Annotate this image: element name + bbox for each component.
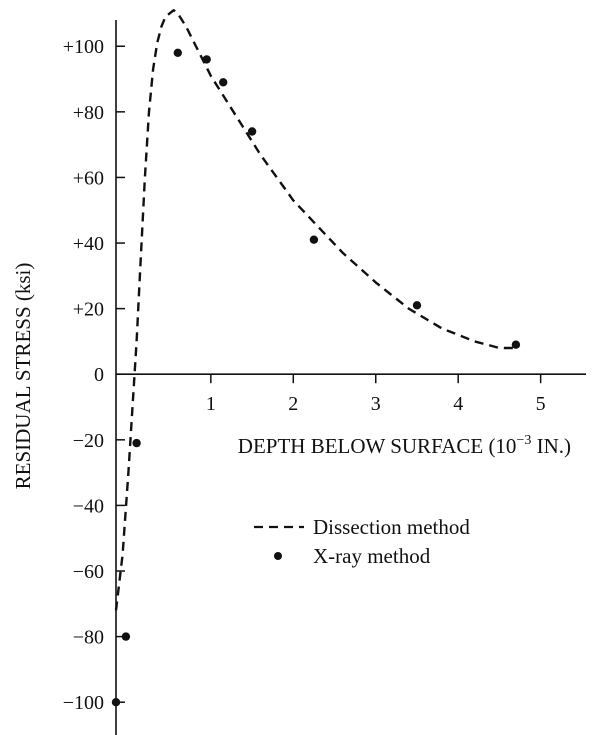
x-ticks: 1 2 3 4 5: [206, 374, 546, 415]
data-point-xray-method: [173, 48, 182, 57]
x-axis-title-main: DEPTH BELOW SURFACE (10: [238, 434, 517, 458]
legend: Dissection method X-ray method: [254, 515, 470, 568]
axes: [115, 20, 586, 735]
y-axis-title: RESIDUAL STRESS (ksi): [11, 263, 35, 490]
y-tick-label: +100: [63, 36, 104, 58]
y-tick-label: −20: [73, 430, 104, 452]
y-tick-label: 0: [94, 364, 104, 386]
y-tick-label: +60: [73, 167, 104, 189]
data-point-xray-method: [202, 55, 211, 64]
data-point-xray-method: [412, 301, 422, 310]
x-tick-label: 2: [288, 393, 298, 415]
x-tick-label: 5: [536, 393, 546, 415]
y-tick-label: −80: [73, 627, 104, 649]
series-lines: [114, 9, 516, 611]
series-points: [111, 48, 521, 707]
legend-label-xray: X-ray method: [313, 544, 431, 568]
x-tick-label: 3: [371, 393, 381, 415]
data-point-xray-method: [111, 698, 121, 707]
y-tick-label: −40: [73, 495, 104, 517]
y-ticks: +100 +80 +60 +40 +20 0 −20 −40 −60 −80 −100: [63, 36, 125, 714]
data-point-xray-method: [219, 78, 228, 87]
data-point-xray-method: [132, 438, 141, 448]
legend-dot-swatch: [274, 552, 282, 560]
legend-label-dissection: Dissection method: [313, 515, 470, 539]
data-point-xray-method: [511, 340, 521, 349]
series-line-dissection-method: [114, 9, 516, 611]
y-tick-label: +40: [73, 233, 104, 255]
data-point-xray-method: [247, 127, 257, 136]
data-point-xray-method: [121, 632, 131, 641]
x-tick-label: 1: [206, 393, 216, 415]
x-axis-title: DEPTH BELOW SURFACE (10−3 IN.): [238, 433, 571, 458]
x-axis-title-exponent: −3: [516, 433, 531, 448]
y-tick-label: +20: [73, 299, 104, 321]
x-axis-title-unit: IN.): [531, 434, 571, 458]
data-point-xray-method: [309, 235, 319, 244]
y-tick-label: −100: [63, 692, 104, 714]
y-tick-label: +80: [73, 102, 104, 124]
y-tick-label: −60: [73, 561, 104, 583]
x-tick-label: 4: [453, 393, 463, 415]
